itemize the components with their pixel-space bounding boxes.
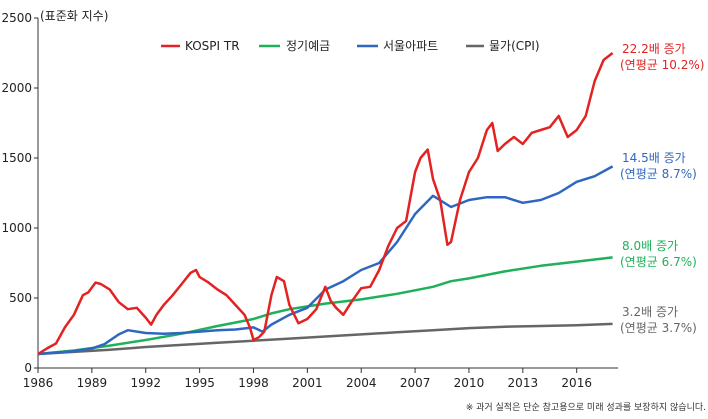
legend-item-deposit: 정기예금 xyxy=(259,39,330,53)
x-tick-label: 1989 xyxy=(77,376,108,390)
x-tick-label: 2010 xyxy=(454,376,485,390)
kospi-annual-return-label: (연평균 10.2%) xyxy=(620,58,704,72)
legend: KOSPI TR 정기예금 서울아파트 물가(CPI) xyxy=(161,39,540,53)
y-tick-label: 1000 xyxy=(1,221,32,235)
seoul-apartment-line xyxy=(37,165,614,356)
kospi-tr-line xyxy=(37,52,614,356)
y-tick-label: 500 xyxy=(9,291,32,305)
y-tick-label: 1500 xyxy=(1,151,32,165)
legend-item-cpi: 물가(CPI) xyxy=(466,39,540,53)
legend-item-kospi: KOSPI TR xyxy=(161,39,240,53)
y-tick-label: 2500 xyxy=(1,11,32,25)
legend-label-seoul-apartment: 서울아파트 xyxy=(383,39,438,53)
apartment-multiple-label: 14.5배 증가 xyxy=(622,151,686,165)
legend-label-kospi: KOSPI TR xyxy=(185,39,240,53)
deposit-annual-return-label: (연평균 6.7%) xyxy=(620,255,697,269)
annotations: 22.2배 증가 (연평균 10.2%) 14.5배 증가 (연평균 8.7%)… xyxy=(620,42,704,335)
cpi-multiple-label: 3.2배 증가 xyxy=(622,305,678,319)
x-tick-label: 1998 xyxy=(238,376,269,390)
x-tick-label: 1995 xyxy=(184,376,215,390)
deposit-line xyxy=(37,256,613,356)
legend-item-seoul-apartment: 서울아파트 xyxy=(357,39,438,53)
y-axis-unit-label: (표준화 지수) xyxy=(40,9,108,23)
cpi-line xyxy=(37,322,613,356)
x-tick-label: 2007 xyxy=(400,376,431,390)
x-tick-label: 1992 xyxy=(130,376,161,390)
y-tick-label: 2000 xyxy=(1,81,32,95)
apartment-annual-return-label: (연평균 8.7%) xyxy=(620,167,697,181)
x-ticks: 1986 1989 1992 1995 1998 2001 2004 2007 2010 2013… xyxy=(23,368,592,390)
x-axis: 1986 1989 1992 1995 1998 2001 2004 2007 2010 2013… xyxy=(23,367,618,390)
disclaimer-footnote: ※ 과거 실적은 단순 참고용으로 미래 성과를 보장하지 않습니다. xyxy=(466,401,706,413)
x-tick-label: 2016 xyxy=(561,376,592,390)
cpi-annual-return-label: (연평균 3.7%) xyxy=(620,321,697,335)
y-tick-label: 0 xyxy=(24,361,32,375)
y-ticks: 0 500 1000 1500 2000 2500 xyxy=(1,11,38,375)
series-lines xyxy=(37,52,614,356)
x-tick-label: 2013 xyxy=(508,376,539,390)
deposit-multiple-label: 8.0배 증가 xyxy=(622,239,678,253)
kospi-multiple-label: 22.2배 증가 xyxy=(622,42,686,56)
x-tick-label: 1986 xyxy=(23,376,54,390)
x-tick-label: 2004 xyxy=(346,376,377,390)
y-axis: 0 500 1000 1500 2000 2500 xyxy=(1,11,39,375)
legend-label-deposit: 정기예금 xyxy=(286,39,330,53)
legend-label-cpi: 물가(CPI) xyxy=(489,39,540,53)
x-tick-label: 2001 xyxy=(292,376,323,390)
